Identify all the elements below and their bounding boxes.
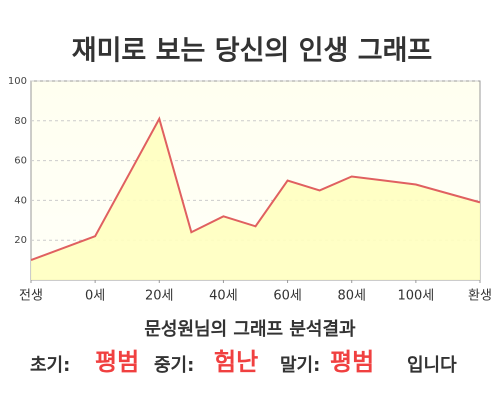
x-tick-label: 0세 [85,289,105,304]
phase-label: 말기: [280,355,320,376]
x-tick-label: 20세 [145,289,174,304]
phase-label: 초기: [30,355,70,376]
x-tick-label: 전생 [19,289,43,304]
y-tick-label: 60 [14,156,27,167]
x-tick-label: 80세 [337,289,366,304]
x-tick-label: 60세 [273,289,302,304]
y-tick-label: 80 [14,116,27,127]
x-tick-label: 100세 [397,289,434,304]
phase-verdict: 평범 [95,348,139,376]
y-tick-label: 20 [14,235,27,246]
area-fill [31,118,480,280]
x-tick-label: 환생 [468,289,492,304]
x-tick-label: 40세 [209,289,238,304]
result-heading: 문성원님의 그래프 분석결과 [144,319,356,340]
phase-verdict: 험난 [214,348,258,376]
y-tick-label: 40 [14,195,27,206]
y-tick-label: 100 [8,76,27,87]
phase-label: 중기: [154,355,194,376]
phase-verdict: 평범 [330,348,374,376]
chart-title: 재미로 보는 당신의 인생 그래프 [72,36,433,67]
result-ending: 입니다 [407,354,457,376]
line [30,116,481,262]
